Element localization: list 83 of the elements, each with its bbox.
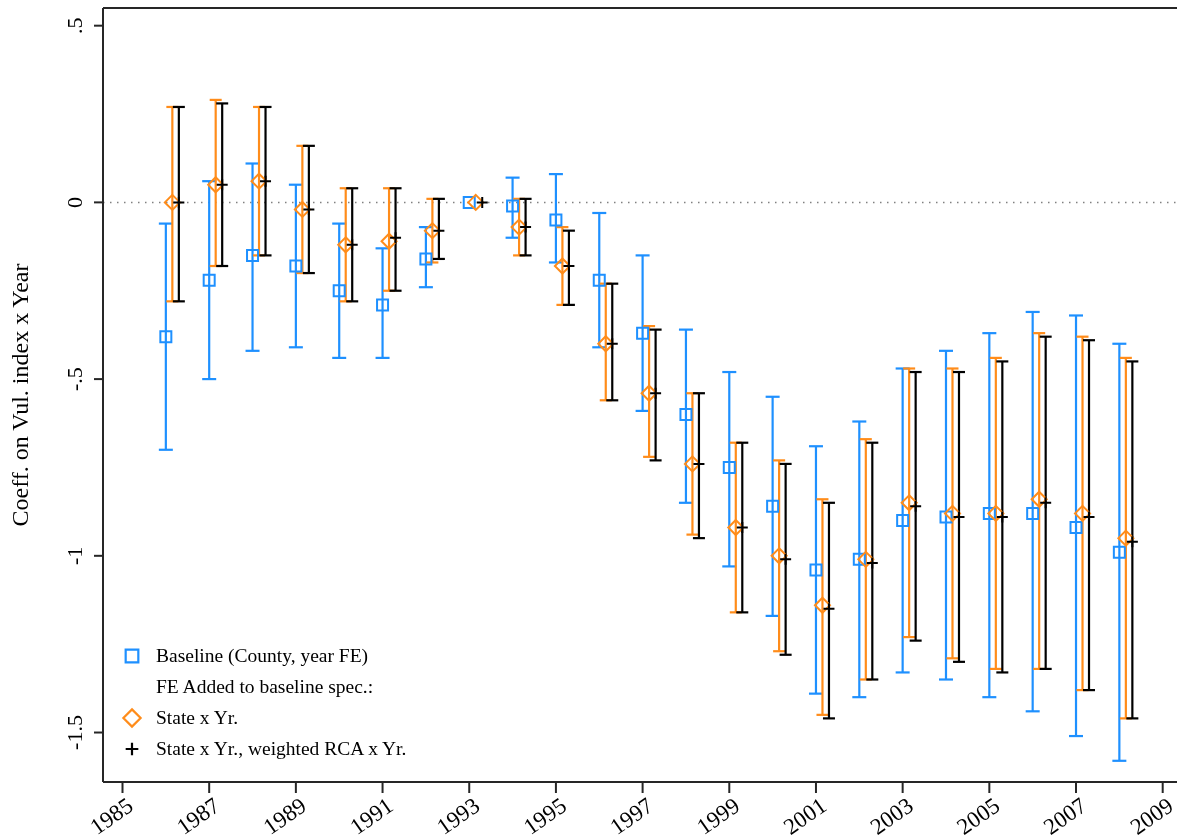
point (202, 273, 216, 287)
y-tick-label: 0 (62, 196, 87, 208)
point (215, 178, 229, 192)
point (640, 384, 658, 402)
point (1112, 545, 1126, 559)
point (159, 330, 173, 344)
point (519, 220, 533, 234)
point (727, 519, 745, 537)
point (172, 195, 186, 209)
point (987, 504, 1005, 522)
point (302, 202, 316, 216)
point (246, 248, 260, 262)
point (259, 174, 273, 188)
x-tick-label: 2007 (1039, 792, 1092, 837)
point (510, 218, 528, 236)
point (865, 556, 879, 570)
y-tick-label: .5 (62, 17, 87, 34)
point (592, 273, 606, 287)
x-tick-label: 2009 (1125, 792, 1177, 837)
point (380, 232, 398, 250)
x-tick-label: 1989 (258, 792, 311, 837)
point (467, 193, 485, 211)
point (896, 513, 910, 527)
point (813, 596, 831, 614)
point (562, 259, 576, 273)
point (605, 337, 619, 351)
y-tick-label: -1.5 (62, 715, 87, 750)
x-tick-label: 1997 (605, 792, 658, 837)
point (345, 238, 359, 252)
point (250, 172, 268, 190)
legend-label: State x Yr., weighted RCA x Yr. (156, 737, 407, 759)
point (779, 552, 793, 566)
point (649, 386, 663, 400)
x-tick-label: 2005 (952, 792, 1005, 837)
point (432, 224, 446, 238)
point (376, 298, 390, 312)
point (770, 547, 788, 565)
x-tick-label: 1993 (432, 792, 485, 837)
point (1026, 506, 1040, 520)
point (163, 193, 181, 211)
point (679, 407, 693, 421)
point (1030, 490, 1048, 508)
point (982, 506, 996, 520)
x-tick-label: 1987 (172, 792, 225, 837)
point (419, 252, 433, 266)
x-tick-label: 1991 (345, 792, 398, 837)
point (995, 510, 1009, 524)
point (1039, 496, 1053, 510)
point (1069, 521, 1083, 535)
x-tick-label: 2001 (778, 792, 832, 837)
point (289, 259, 303, 273)
annotation: FE Added to baseline spec.: (156, 675, 374, 697)
y-tick-label: -.5 (62, 367, 87, 392)
point (692, 457, 706, 471)
legend-label: Baseline (County, year FE) (156, 644, 369, 666)
point (900, 494, 918, 512)
point (332, 284, 346, 298)
y-axis-title: Coeff. on Vul. index x Year (7, 263, 33, 527)
point (857, 550, 875, 568)
point (553, 257, 571, 275)
point (735, 521, 749, 535)
point (506, 199, 520, 213)
point (943, 504, 961, 522)
x-tick-label: 1995 (518, 792, 571, 837)
legend-label: State x Yr. (156, 706, 239, 728)
point (1074, 504, 1092, 522)
x-tick-label: 1985 (85, 792, 138, 837)
point (293, 200, 311, 218)
point (766, 499, 780, 513)
point (423, 222, 441, 240)
point (683, 455, 701, 473)
point (909, 499, 923, 513)
point (389, 231, 403, 245)
point (549, 213, 563, 227)
x-tick-label: 1999 (692, 792, 745, 837)
point (722, 460, 736, 474)
point (636, 326, 650, 340)
point (1117, 529, 1135, 547)
point (1125, 535, 1139, 549)
point (809, 563, 823, 577)
point (852, 552, 866, 566)
x-tick-label: 2003 (865, 792, 918, 837)
y-tick-label: -1 (62, 546, 87, 565)
